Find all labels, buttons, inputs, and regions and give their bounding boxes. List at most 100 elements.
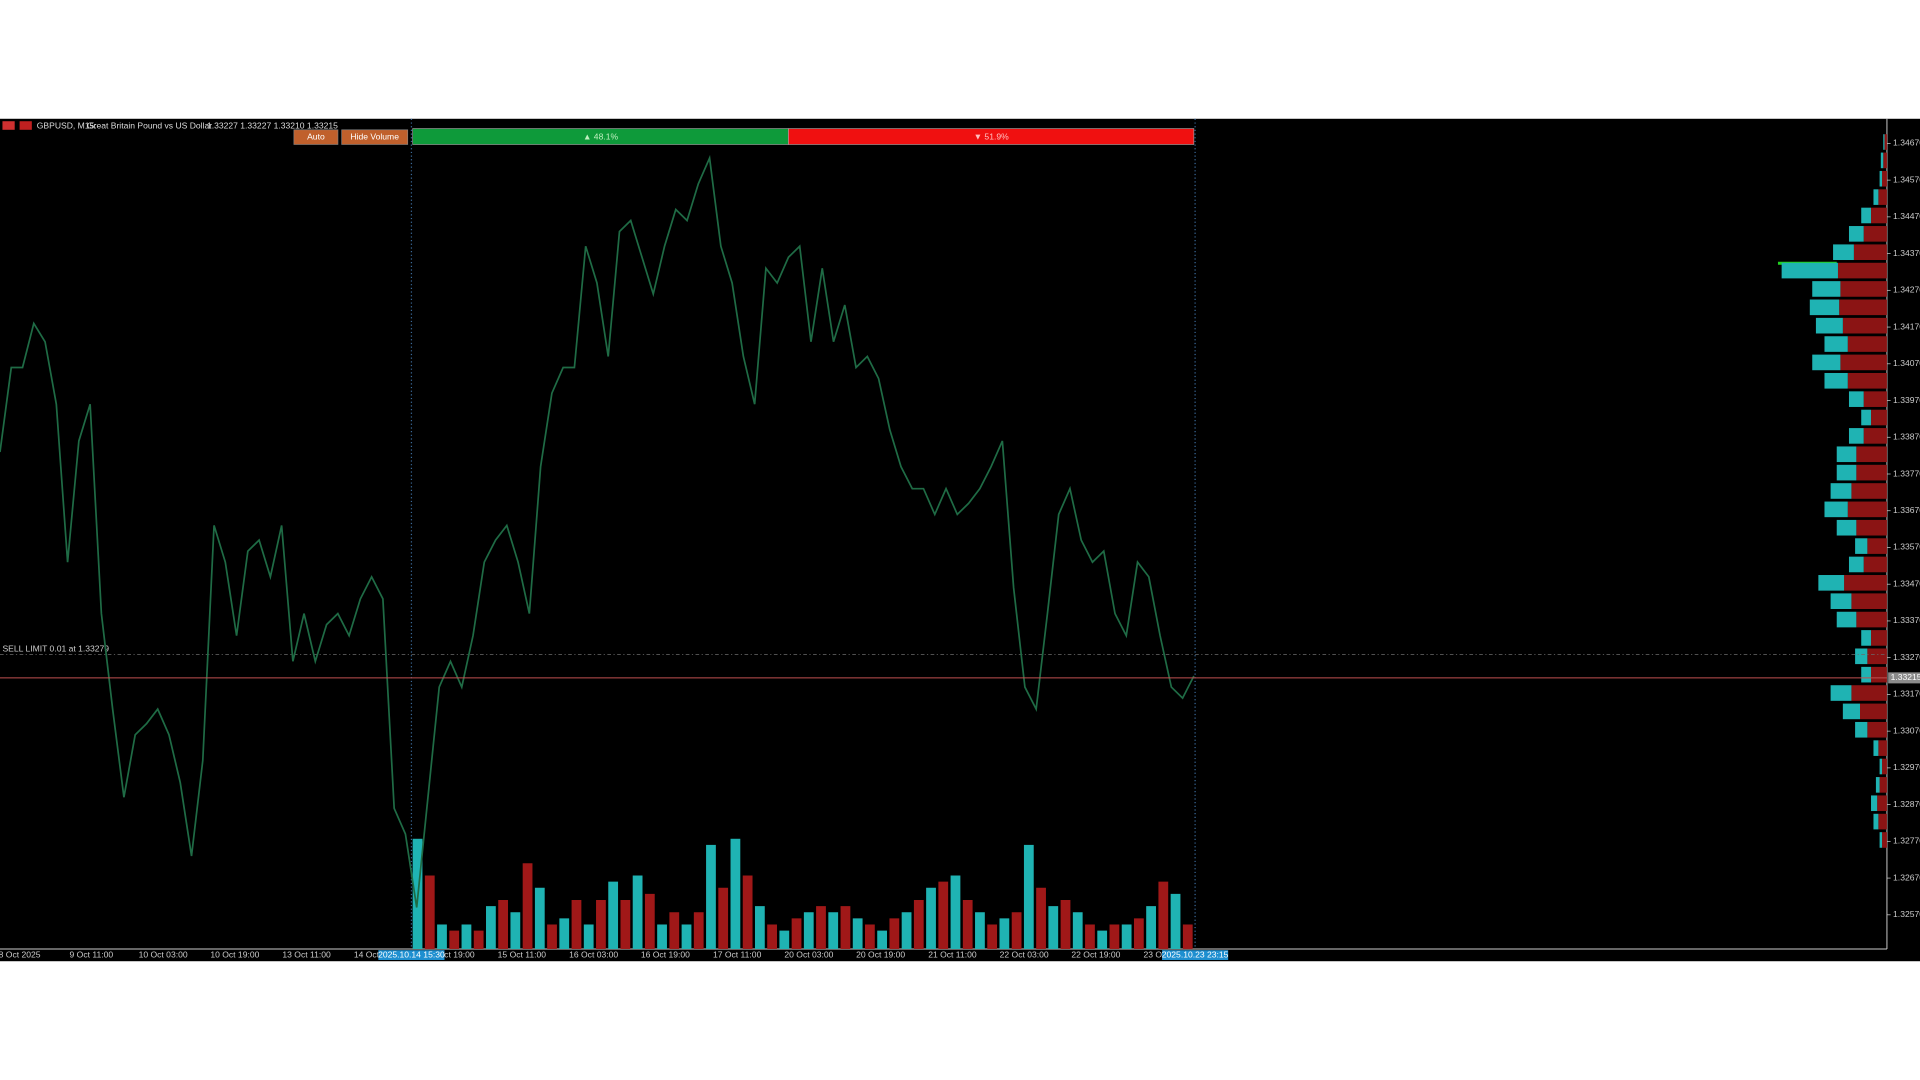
volume-bar xyxy=(669,912,680,949)
profile-sell xyxy=(1867,648,1887,665)
x-tick-label: 10 Oct 03:00 xyxy=(139,949,188,959)
button-label[interactable]: Hide Volume xyxy=(350,131,399,141)
volume-bar xyxy=(816,906,826,949)
profile-sell xyxy=(1867,538,1887,554)
profile-sell xyxy=(1856,446,1887,463)
volume-bar xyxy=(1097,930,1108,949)
y-tick-label: 1.34170 xyxy=(1893,321,1920,331)
volume-bar xyxy=(706,844,716,949)
volume-bar xyxy=(437,924,447,949)
volume-bar xyxy=(632,875,643,949)
volume-bar xyxy=(950,875,961,949)
y-tick-label: 1.34470 xyxy=(1893,211,1920,221)
volume-bar xyxy=(1048,906,1059,949)
y-tick-label: 1.32870 xyxy=(1893,799,1920,809)
x-tick-label: 9 Oct 11:00 xyxy=(70,949,114,959)
volume-bar xyxy=(1011,912,1022,949)
x-tick-label: 21 Oct 11:00 xyxy=(928,949,977,959)
profile-sell xyxy=(1863,556,1887,573)
profile-sell xyxy=(1878,813,1887,830)
profile-buy xyxy=(1830,483,1852,499)
volume-bar xyxy=(547,924,557,949)
y-tick-label: 1.34670 xyxy=(1893,138,1920,148)
profile-sell xyxy=(1871,630,1887,646)
volume-bar xyxy=(975,912,985,949)
profile-buy xyxy=(1824,501,1848,518)
profile-buy xyxy=(1781,262,1838,279)
sell-sentiment-bar xyxy=(788,128,1195,145)
volume-bar xyxy=(1085,924,1095,949)
profile-sell xyxy=(1871,207,1887,224)
profile-sell xyxy=(1840,354,1887,371)
volume-bar xyxy=(449,930,460,949)
volume-bar xyxy=(1170,893,1181,949)
profile-buy xyxy=(1809,299,1840,316)
y-tick-label: 1.33970 xyxy=(1893,395,1920,405)
profile-buy xyxy=(1861,630,1872,646)
profile-buy xyxy=(1848,226,1864,242)
y-tick-label: 1.33670 xyxy=(1893,505,1920,515)
volume-bar xyxy=(999,918,1010,949)
profile-sell xyxy=(1882,170,1887,187)
x-tick-label: 8 Oct 2025 xyxy=(0,949,41,959)
profile-sell xyxy=(1837,262,1887,279)
volume-bar xyxy=(791,918,802,949)
x-tick-label: 10 Oct 19:00 xyxy=(210,949,259,959)
y-tick-label: 1.33070 xyxy=(1893,725,1920,735)
x-tick-label: 20 Oct 03:00 xyxy=(784,949,833,959)
profile-sell xyxy=(1878,189,1887,205)
profile-buy xyxy=(1848,556,1864,573)
symbol: GBPUSD, M15: xyxy=(37,120,97,130)
range-label-bg[interactable] xyxy=(378,950,445,960)
profile-sell xyxy=(1851,483,1887,499)
profile-buy xyxy=(1879,758,1883,775)
profile-sell xyxy=(1884,134,1887,150)
range-label-bg[interactable] xyxy=(1162,950,1229,960)
profile-sell xyxy=(1851,593,1887,609)
volume-bar xyxy=(938,881,949,949)
profile-buy xyxy=(1871,795,1878,812)
x-tick-label: 14 Oct 19:00 xyxy=(426,949,475,959)
profile-sell xyxy=(1863,226,1887,242)
auto-button[interactable] xyxy=(293,129,339,145)
volume-bar xyxy=(1023,844,1034,949)
profile-sell xyxy=(1851,685,1887,701)
volume-bar xyxy=(828,912,839,949)
quote: 1.33227 1.33227 1.33210 1.33215 xyxy=(207,120,338,130)
hide-volume-button[interactable] xyxy=(341,129,409,145)
y-tick-label: 1.33770 xyxy=(1893,468,1920,478)
volume-bar xyxy=(1036,887,1046,949)
range-label[interactable]: 2025.10.23 23:15 xyxy=(1162,949,1229,959)
profile-sell xyxy=(1842,317,1887,334)
profile-sell xyxy=(1840,281,1887,297)
y-tick-label: 1.32770 xyxy=(1893,836,1920,846)
profile-sell xyxy=(1853,244,1887,261)
y-tick-label: 1.34070 xyxy=(1893,358,1920,368)
x-tick-label: 20 Oct 19:00 xyxy=(856,949,905,959)
y-tick-label: 1.32970 xyxy=(1893,762,1920,772)
volume-bar xyxy=(1146,906,1156,949)
profile-buy xyxy=(1815,317,1843,334)
profile-buy xyxy=(1830,685,1852,701)
profile-buy xyxy=(1824,336,1848,352)
profile-buy xyxy=(1824,372,1848,389)
volume-bar xyxy=(461,924,472,949)
volume-bar xyxy=(510,912,521,949)
volume-bar xyxy=(1109,924,1120,949)
symbol-description: Great Britain Pound vs US Dollar xyxy=(87,120,212,130)
volume-bar xyxy=(767,924,777,949)
volume-bar xyxy=(681,924,692,949)
button-label[interactable]: Auto xyxy=(307,131,325,141)
volume-bar xyxy=(522,863,533,949)
profile-buy xyxy=(1855,648,1868,665)
volume-bar xyxy=(877,930,888,949)
range-label[interactable]: 2025.10.14 15:30 xyxy=(378,949,445,959)
x-tick-label: 17 Oct 11:00 xyxy=(713,949,762,959)
profile-sell xyxy=(1883,152,1887,169)
profile-buy xyxy=(1836,611,1857,628)
price-line xyxy=(0,154,1195,908)
profile-buy xyxy=(1879,170,1883,187)
buy-sentiment-label: ▲ 48.1% xyxy=(583,131,619,141)
y-tick-label: 1.34370 xyxy=(1893,248,1920,258)
